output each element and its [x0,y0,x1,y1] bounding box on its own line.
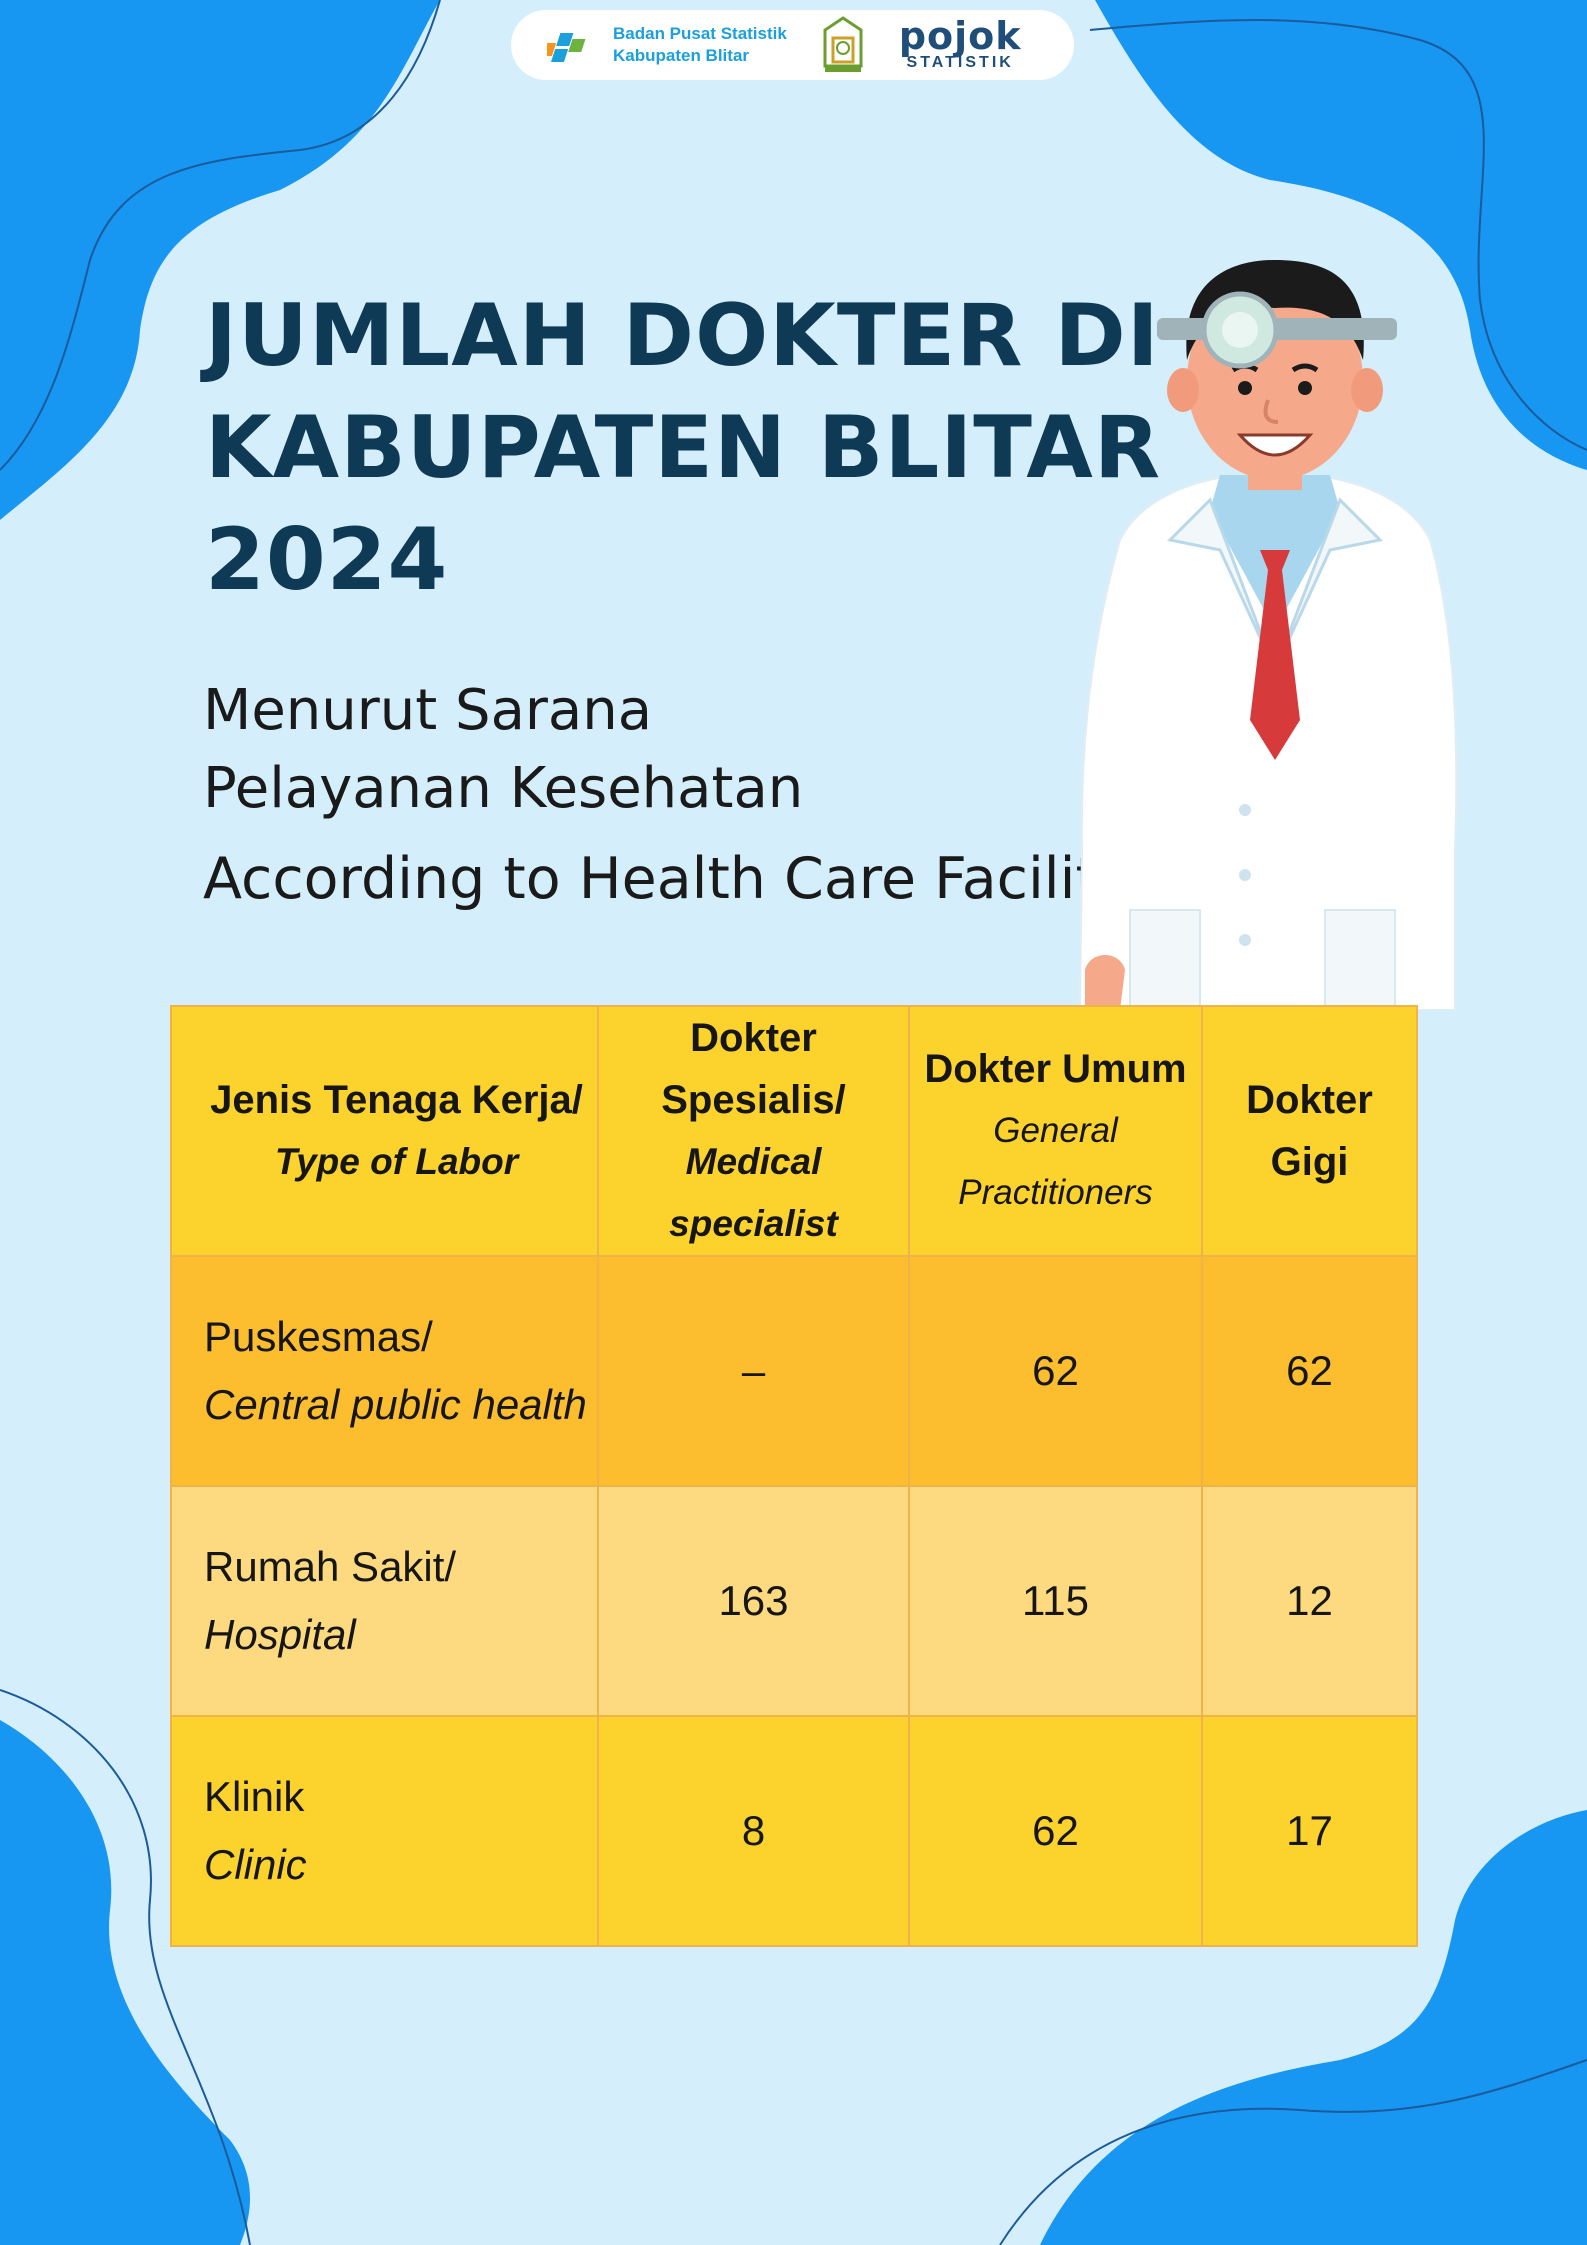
table-row: Klinik Clinic 8 62 17 [170,1715,1418,1947]
table-header-row: Jenis Tenaga Kerja/ Type of Labor Dokter… [170,1005,1418,1257]
row-label-cell: Puskesmas/ Central public health [170,1255,599,1487]
title-line2: KABUPATEN BLITAR [205,398,1162,498]
header-english: General Practitioners [958,1111,1153,1212]
row-label-english: Clinic [204,1841,307,1888]
pojok-statistik-logo: pojok STATISTIK [898,14,1022,72]
header-type-of-labor: Jenis Tenaga Kerja/ Type of Labor [170,1005,599,1257]
subtitle: Menurut Sarana Pelayanan Kesehatan [203,672,803,828]
cell-dentist: 17 [1201,1715,1418,1947]
header-dentist: Dokter Gigi [1201,1005,1418,1257]
page-title: JUMLAH DOKTER DI KABUPATEN BLITAR 2024 [205,280,1165,616]
outline-bottom-right [999,2059,1587,2245]
blob-bottom-right [1040,1810,1587,2245]
subtitle-line1: Menurut Sarana [203,678,653,743]
doctor-hand [1085,955,1125,1010]
header-general-practitioners: Dokter Umum General Practitioners [908,1005,1203,1257]
doctor-count-table: Jenis Tenaga Kerja/ Type of Labor Dokter… [170,1005,1418,1947]
row-label: Rumah Sakit/ [204,1543,457,1590]
bps-logo-icon [547,33,586,62]
kabupaten-blitar-emblem-icon [823,16,863,72]
header-logos: Badan Pusat Statistik Kabupaten Blitar p… [511,10,1074,80]
coat-lapel-right [1273,497,1384,671]
row-label-cell: Rumah Sakit/ Hospital [170,1485,599,1717]
table-row: Rumah Sakit/ Hospital 163 115 12 [170,1485,1418,1717]
header-label-line2: Gigi [1270,1140,1349,1184]
blob-bottom-left [0,1720,250,2245]
header-label: Jenis Tenaga Kerja/ [210,1078,583,1122]
bps-name: Badan Pusat Statistik Kabupaten Blitar [613,23,787,67]
doctor-hair [1186,260,1364,360]
outline-bottom-left [0,1689,251,2245]
coat-lapel-left [1166,497,1277,671]
subtitle-line2: Pelayanan Kesehatan [203,756,804,821]
header-label: Dokter Spesialis/ [661,1016,846,1122]
cell-dentist: 12 [1201,1485,1418,1717]
header-label: Dokter Umum [924,1047,1187,1091]
cell-general: 62 [908,1255,1203,1487]
row-label-cell: Klinik Clinic [170,1715,599,1947]
org-line1: Badan Pusat Statistik [613,24,787,43]
pojok-word: pojok [898,14,1022,58]
org-line2: Kabupaten Blitar [613,46,750,65]
row-label: Klinik [204,1773,305,1820]
table-row: Puskesmas/ Central public health – 62 62 [170,1255,1418,1487]
outline-top-left [0,0,441,471]
subtitle-english: According to Health Care Facility [203,846,1132,912]
row-label-english: Central public health [204,1381,587,1428]
title-line3: 2024 [205,510,449,610]
header-medical-specialist: Dokter Spesialis/ Medical specialist [597,1005,910,1257]
cell-specialist: 163 [597,1485,910,1717]
header-label: Dokter [1246,1078,1373,1122]
cell-general: 62 [908,1715,1203,1947]
doctor-illustration [1078,260,1458,1010]
row-label: Puskesmas/ [204,1313,433,1360]
header-english: Medical specialist [669,1141,838,1244]
cell-general: 115 [908,1485,1203,1717]
cell-specialist: 8 [597,1715,910,1947]
title-line1: JUMLAH DOKTER DI [205,286,1160,386]
blob-top-left [0,0,440,520]
cell-dentist: 62 [1201,1255,1418,1487]
doctor-smile [1236,433,1314,457]
row-label-english: Hospital [204,1611,356,1658]
doctor-tie [1250,550,1300,760]
outline-top-right [1089,19,1587,451]
blob-top-right [1095,0,1587,470]
pojok-sub: STATISTIK [906,54,1014,71]
cell-specialist: – [597,1255,910,1487]
header-english: Type of Labor [274,1141,519,1182]
